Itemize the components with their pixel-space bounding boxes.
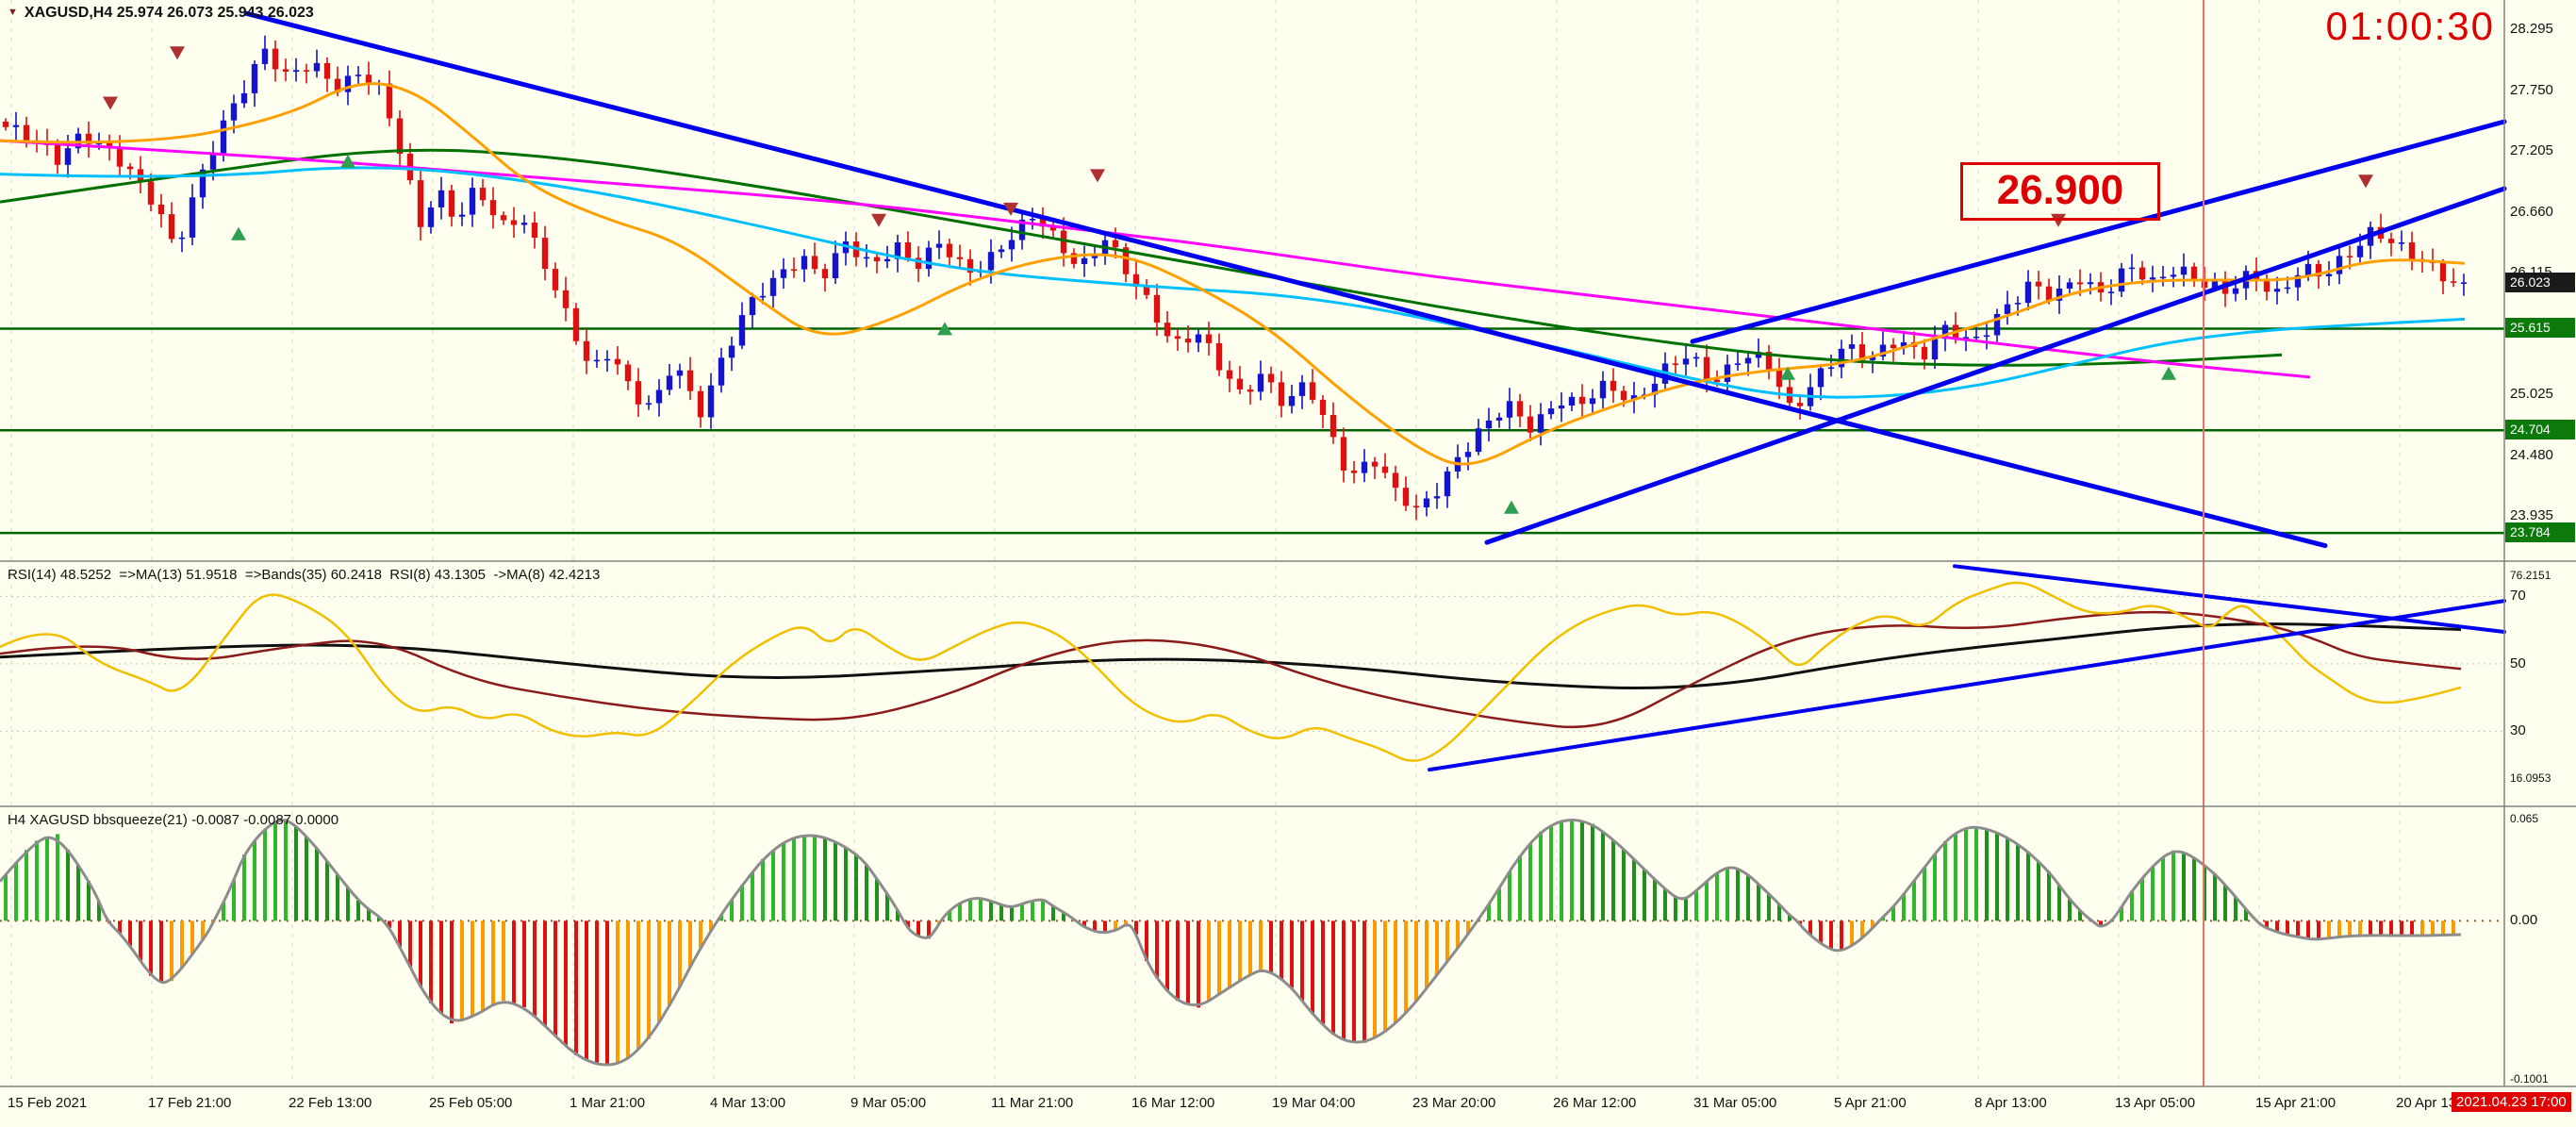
time-axis[interactable]: 15 Feb 2021 17 Feb 21:00 22 Feb 13:00 25 Fe… (0, 1086, 2576, 1127)
rsi-tick: 30 (2510, 722, 2526, 738)
price-alert-label[interactable]: 26.900 (1960, 162, 2160, 221)
time-tick: 26 Mar 12:00 (1553, 1095, 1637, 1111)
squeeze-tick: 0.065 (2510, 812, 2539, 825)
time-marker-badge: 2021.04.23 17:00 (2452, 1092, 2571, 1112)
squeeze-tick: -0.1001 (2510, 1072, 2549, 1086)
squeeze-indicator-label: H4 XAGUSD bbsqueeze(21) -0.0087 -0.0087 … (8, 812, 339, 828)
level-badge: 24.704 (2505, 420, 2575, 439)
rsi-tick: 16.0953 (2510, 771, 2551, 785)
time-tick: 8 Apr 13:00 (1974, 1095, 2047, 1111)
time-tick: 22 Feb 13:00 (289, 1095, 372, 1111)
time-tick: 23 Mar 20:00 (1412, 1095, 1496, 1111)
price-axis[interactable]: 28.29527.75027.20526.66026.11525.02524.4… (2504, 0, 2576, 1086)
price-tick: 27.750 (2510, 82, 2553, 98)
rsi-indicator-label: RSI(14) 48.5252 =>MA(13) 51.9518 =>Bands… (8, 567, 601, 583)
time-tick: 15 Apr 21:00 (2255, 1095, 2337, 1111)
time-tick: 25 Feb 05:00 (429, 1095, 513, 1111)
price-tick: 27.205 (2510, 142, 2553, 158)
price-tick: 26.660 (2510, 204, 2553, 220)
time-tick: 17 Feb 21:00 (148, 1095, 232, 1111)
time-tick: 1 Mar 21:00 (570, 1095, 646, 1111)
price-tick: 25.025 (2510, 386, 2553, 402)
squeeze-tick: 0.00 (2510, 912, 2538, 928)
symbol-ohlc-text: XAGUSD,H4 25.974 26.073 25.943 26.023 (24, 5, 314, 21)
rsi-tick: 50 (2510, 655, 2526, 671)
time-tick: 11 Mar 21:00 (991, 1095, 1074, 1111)
level-badge: 23.784 (2505, 522, 2575, 542)
time-tick: 4 Mar 13:00 (710, 1095, 786, 1111)
time-tick: 15 Feb 2021 (8, 1095, 88, 1111)
price-tick: 23.935 (2510, 507, 2553, 523)
symbol-ohlc-label: ▼ XAGUSD,H4 25.974 26.073 25.943 26.023 (8, 5, 314, 22)
time-tick: 9 Mar 05:00 (850, 1095, 927, 1111)
candle-countdown-timer: 01:00:30 (2325, 4, 2495, 48)
time-tick: 13 Apr 05:00 (2115, 1095, 2196, 1111)
dropdown-triangle-icon[interactable]: ▼ (8, 7, 18, 18)
rsi-tick: 70 (2510, 588, 2526, 604)
price-tick: 24.480 (2510, 447, 2553, 463)
level-badge: 25.615 (2505, 318, 2575, 338)
time-tick: 5 Apr 21:00 (1834, 1095, 1907, 1111)
current-price-badge: 26.023 (2505, 273, 2575, 292)
time-tick: 19 Mar 04:00 (1272, 1095, 1356, 1111)
time-tick: 31 Mar 05:00 (1693, 1095, 1777, 1111)
price-tick: 28.295 (2510, 21, 2553, 37)
rsi-tick: 76.2151 (2510, 569, 2551, 582)
time-tick: 16 Mar 12:00 (1131, 1095, 1215, 1111)
